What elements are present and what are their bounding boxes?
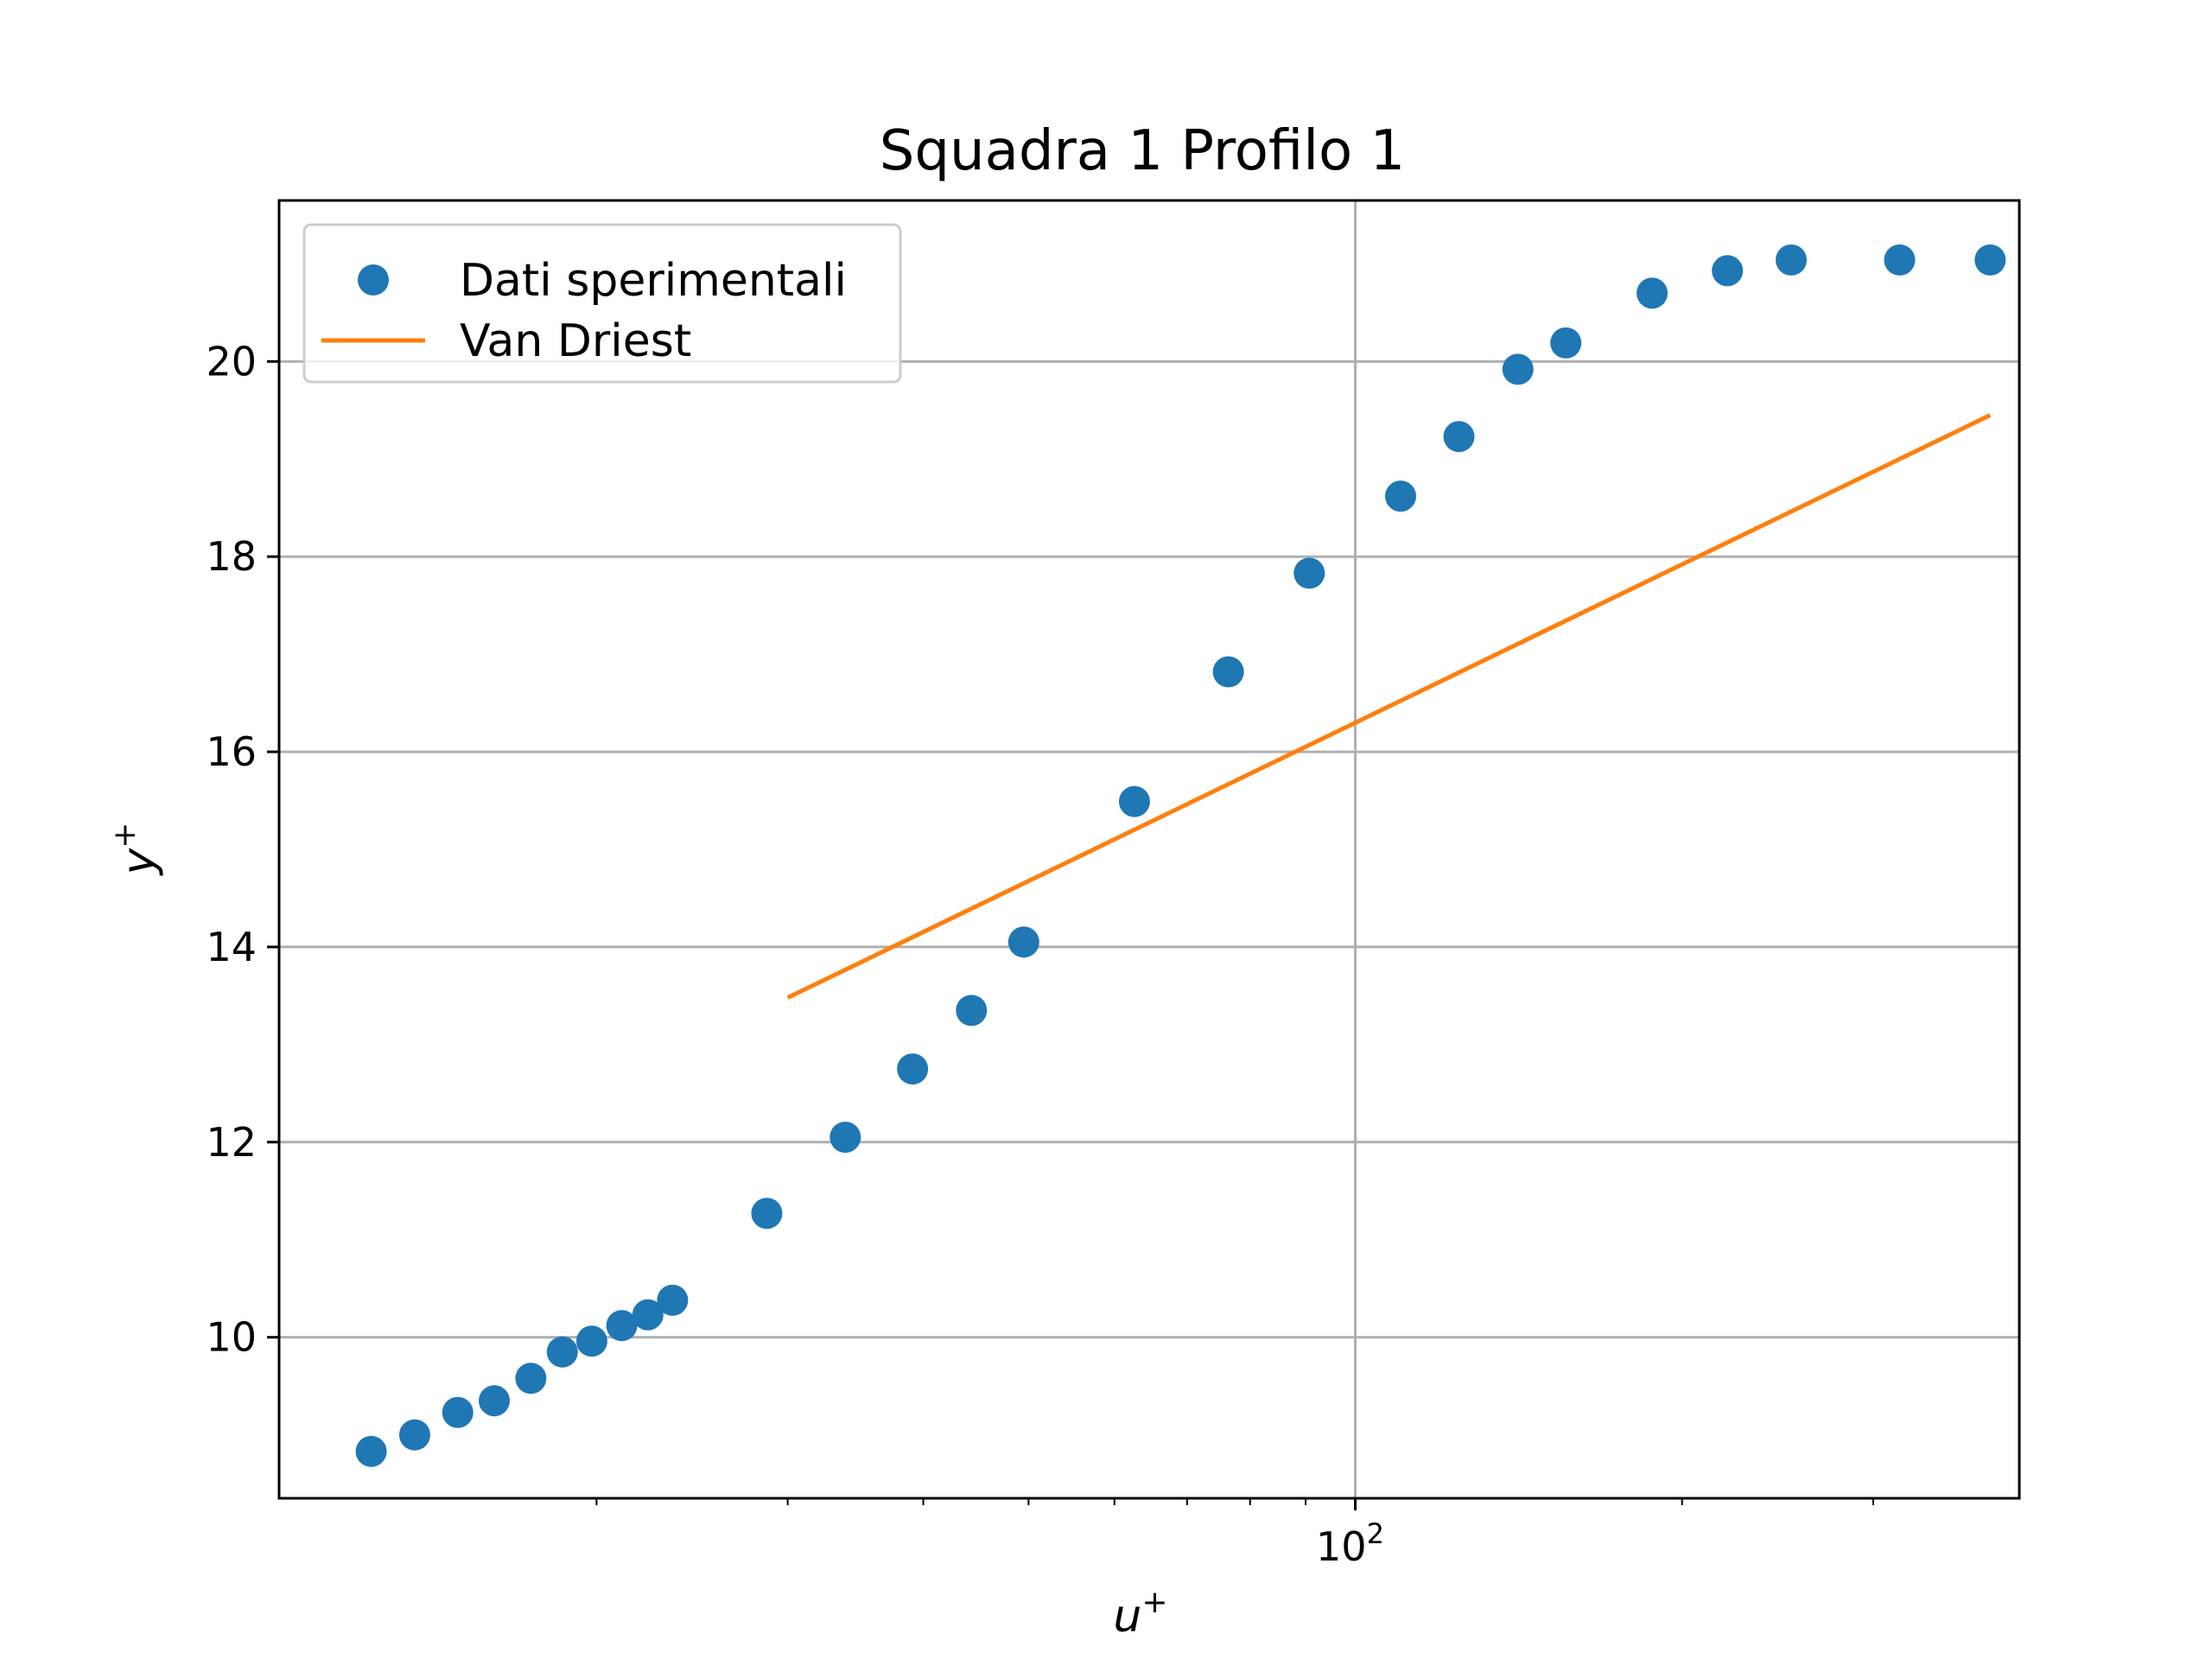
y-axis-label: y+ (107, 823, 165, 877)
data-point (1884, 244, 1916, 276)
data-point (830, 1122, 861, 1154)
x-tick-label-base: 10 (1316, 1523, 1367, 1570)
data-point (632, 1299, 664, 1331)
data-point (1502, 353, 1534, 385)
y-tick-label: 12 (206, 1119, 257, 1166)
x-tick-label: 102 (1316, 1517, 1384, 1570)
y-tick-label: 14 (206, 924, 257, 970)
data-point (1118, 785, 1150, 817)
data-point (1637, 277, 1669, 309)
data-point (575, 1325, 607, 1357)
y-axis-label-sup: + (107, 823, 143, 849)
data-point (355, 1435, 387, 1467)
data-point (956, 995, 988, 1027)
y-tick-label: 16 (206, 728, 257, 775)
x-axis-label-sup: + (1141, 1585, 1167, 1620)
grid-layer (279, 200, 2019, 1498)
series-line-van-driest (786, 413, 1992, 1000)
data-point (751, 1198, 783, 1230)
data-point (546, 1336, 578, 1368)
data-point (657, 1284, 689, 1316)
data-point (1775, 244, 1807, 276)
data-point (1384, 480, 1416, 512)
y-tick-label: 18 (206, 533, 257, 580)
series-layer (355, 244, 2006, 1467)
y-axis-label-main: y (113, 847, 165, 876)
legend-entry-label: Dati sperimentali (460, 255, 847, 307)
data-point (1712, 255, 1744, 287)
data-point (398, 1419, 430, 1451)
data-point (479, 1385, 511, 1417)
x-tick-label-exponent: 2 (1367, 1517, 1384, 1550)
data-point (442, 1396, 474, 1428)
data-point (606, 1310, 638, 1342)
plot-frame (277, 199, 2021, 1500)
data-point (1294, 557, 1325, 589)
data-point (897, 1053, 929, 1085)
data-point (515, 1363, 547, 1395)
chart-title: Squadra 1 Profilo 1 (880, 119, 1405, 183)
y-tick-label: 10 (206, 1314, 257, 1361)
data-point (1974, 244, 2006, 276)
legend-marker-swatch (358, 264, 389, 296)
data-point (1007, 926, 1039, 958)
x-axis-label: u+ (1113, 1585, 1167, 1643)
x-axis-label-main: u (1113, 1591, 1141, 1643)
data-point (1443, 421, 1475, 453)
data-point (1212, 656, 1244, 688)
legend-box (302, 223, 902, 384)
legend: Dati sperimentali Van Driest (302, 223, 902, 384)
data-point (1550, 327, 1582, 359)
legend-entry-label: Van Driest (460, 315, 691, 367)
y-tick-label: 20 (206, 338, 257, 385)
